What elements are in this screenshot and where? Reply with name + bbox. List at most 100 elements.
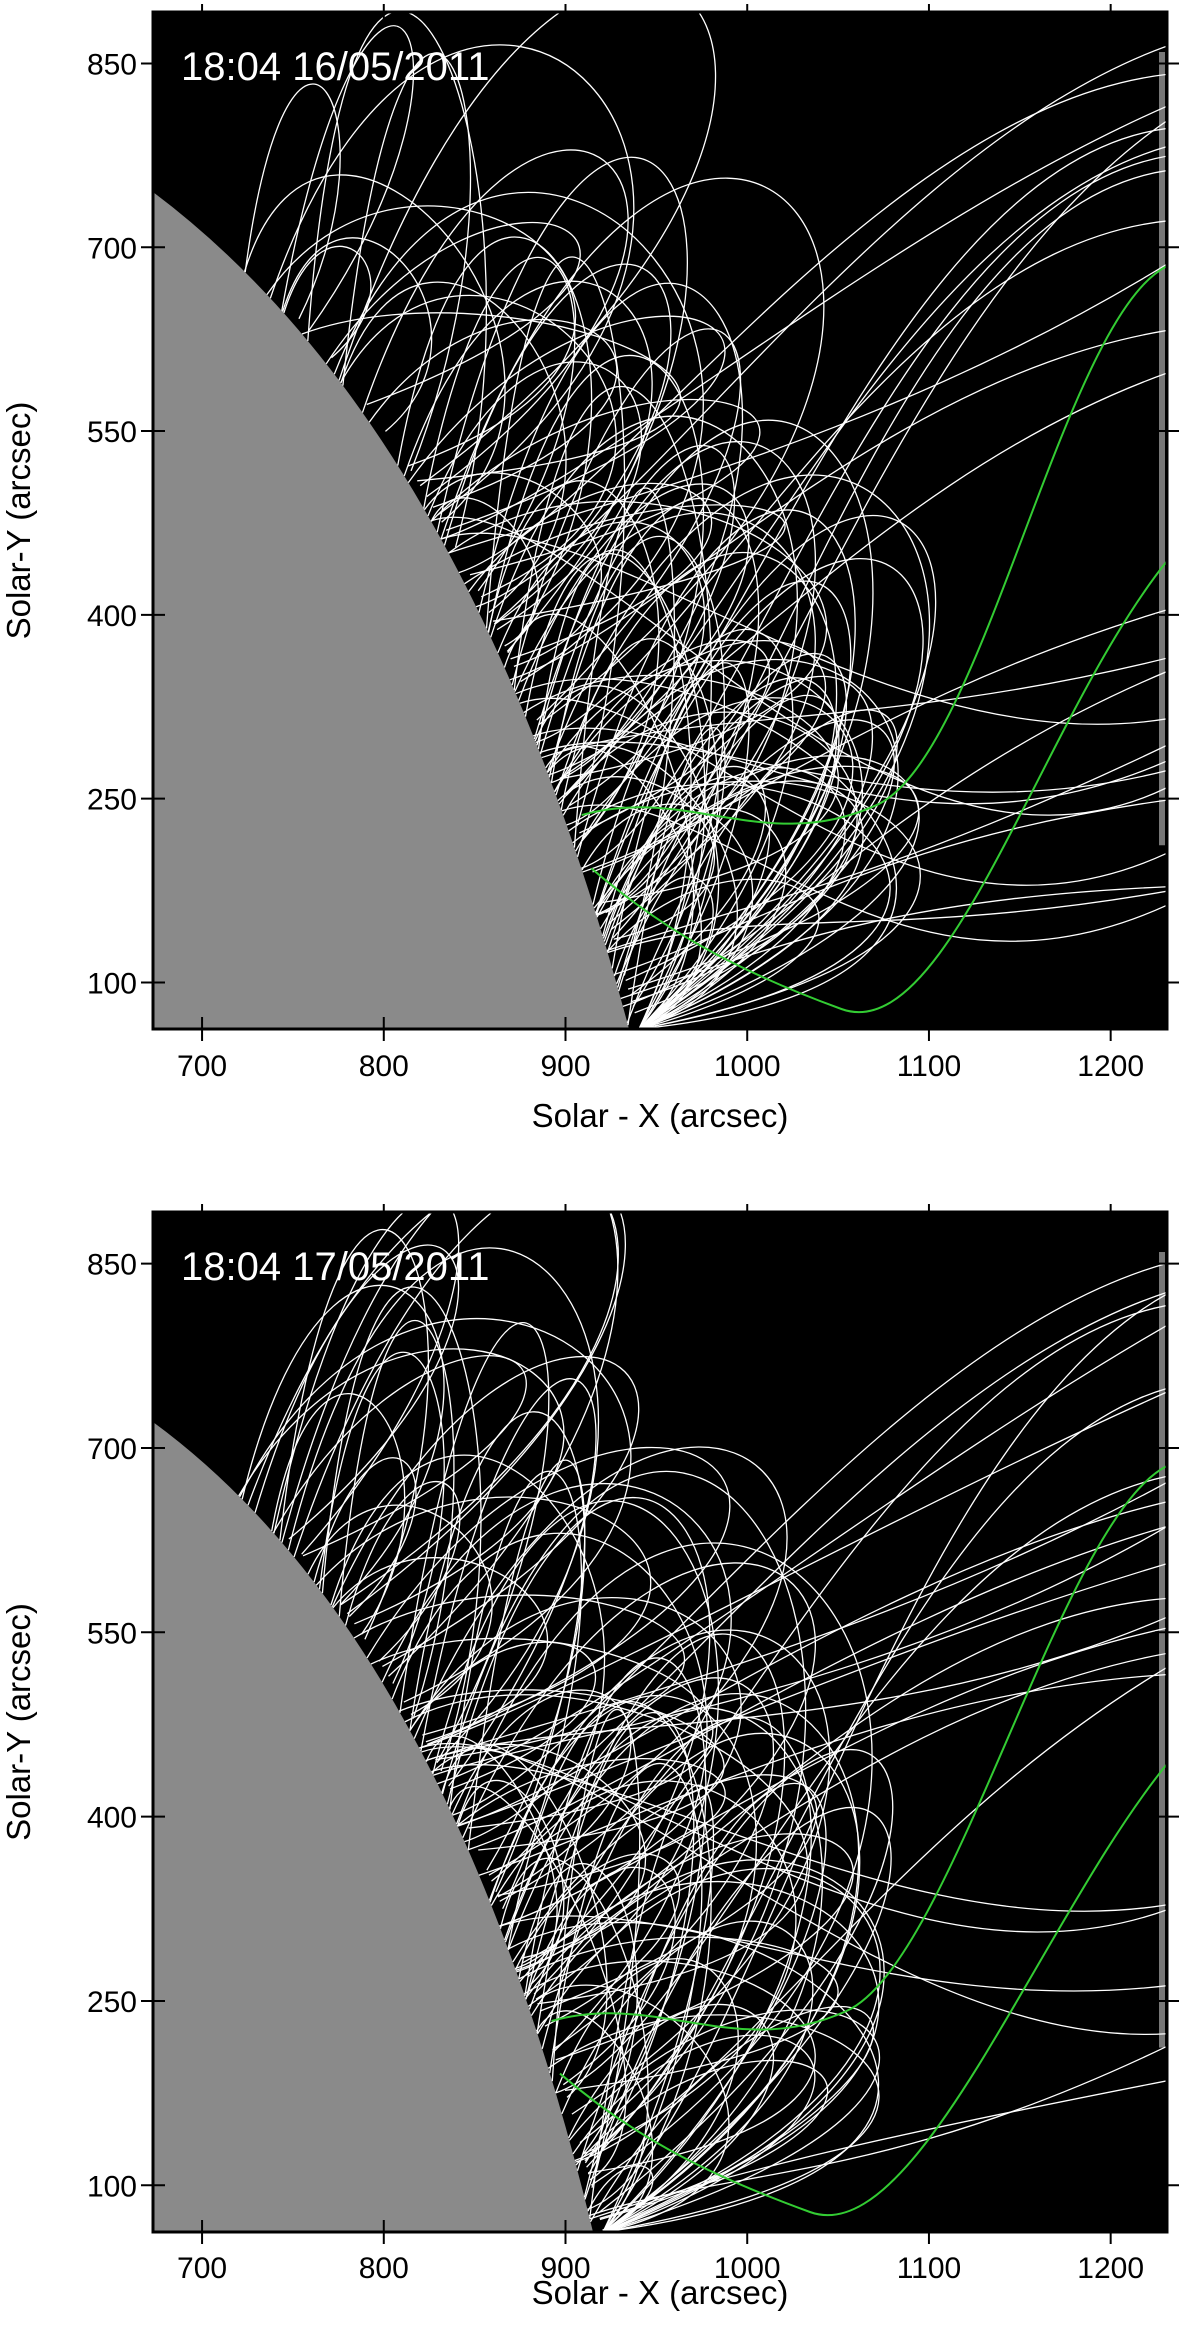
field-line [238, 1348, 565, 1625]
field-line [604, 675, 874, 1029]
field-line [558, 711, 858, 1003]
field-line [340, 294, 617, 598]
field-line [409, 1641, 596, 1790]
open-field-line [425, 1616, 1167, 1762]
field-line [413, 1446, 788, 1876]
y-tick-label: 100 [87, 967, 137, 1000]
open-field-line [457, 1501, 1167, 1827]
field-line [331, 1355, 640, 1667]
field-line [441, 1470, 807, 2162]
field-line [281, 25, 415, 331]
field-line [617, 653, 848, 1029]
field-line [353, 1594, 686, 1761]
field-line [254, 1244, 460, 1540]
x-tick-label: 1200 [1077, 1050, 1144, 1083]
open-field-line [539, 741, 1167, 793]
y-tick-label: 100 [87, 2170, 137, 2203]
field-line [243, 174, 506, 523]
y-tick-label: 250 [87, 1986, 137, 2019]
field-line [568, 783, 891, 1029]
field-line [451, 1689, 632, 1898]
x-tick-label: 800 [359, 1050, 409, 1083]
field-line [423, 256, 576, 592]
field-line [568, 2009, 881, 2232]
field-line [399, 1322, 550, 1764]
field-line [279, 1229, 430, 1640]
open-field-line [587, 1293, 1167, 2210]
field-line [293, 1212, 626, 1615]
x-tick-label: 700 [177, 1050, 227, 1083]
x-axis-label: Solar - X (arcsec) [532, 1097, 789, 1134]
field-line [550, 535, 725, 1008]
open-field-line [458, 73, 1167, 574]
x-tick-label: 800 [359, 2252, 409, 2285]
field-line [561, 1920, 814, 2232]
open-field-line [607, 890, 1167, 954]
x-tick-label: 700 [177, 2252, 227, 2285]
field-line [514, 512, 816, 914]
field-line [546, 474, 931, 1029]
field-line [361, 149, 629, 498]
x-tick-label: 1000 [714, 2252, 781, 2285]
field-line [584, 1806, 892, 2232]
open-field-line [509, 329, 1167, 681]
field-line [332, 1557, 549, 1743]
field-line [247, 1212, 619, 1606]
x-tick-label: 900 [540, 1050, 590, 1083]
y-tick-label: 250 [87, 784, 137, 817]
field-line [301, 312, 681, 482]
field-line [330, 1454, 606, 1882]
field-line [549, 1763, 703, 2232]
open-field-line [421, 1746, 1167, 1933]
field-line [325, 221, 581, 406]
open-field-line [581, 155, 1167, 869]
open-field-line [431, 1764, 1167, 1912]
open-field-line [467, 1525, 1167, 1851]
field-line [595, 755, 920, 1029]
field-line [507, 1921, 879, 2232]
field-line [381, 1483, 732, 1902]
field-line [592, 628, 794, 1029]
field-line [272, 1355, 527, 1557]
x-tick-label: 1100 [897, 2252, 962, 2285]
open-field-line [533, 727, 1167, 805]
open-field-line [419, 1742, 1167, 2035]
field-line [537, 549, 692, 1029]
open-field-line [620, 886, 1167, 1000]
field-line [536, 1868, 881, 2231]
x-tick-label: 1100 [897, 1050, 962, 1083]
open-field-line [555, 1475, 1167, 2094]
open-field-line [430, 516, 1167, 816]
open-field-line [548, 372, 1167, 776]
field-line [490, 415, 798, 931]
y-tick-label: 550 [87, 416, 137, 449]
field-line [446, 1497, 711, 1995]
field-line [547, 2014, 880, 2232]
field-line [283, 245, 372, 359]
open-field-line [575, 1666, 1167, 2163]
field-line [340, 281, 567, 613]
field-line [523, 1960, 816, 2174]
open-field-line [499, 1915, 1167, 1992]
field-line [554, 639, 770, 834]
green-field-line [551, 1465, 1167, 2031]
open-field-line [419, 1391, 1167, 1749]
field-line [338, 12, 717, 487]
field-line [420, 1378, 597, 1787]
frame [151, 10, 1169, 1031]
field-line [573, 487, 676, 976]
field-line [527, 1984, 730, 2232]
field-line [464, 504, 786, 622]
x-tick-label: 1200 [1077, 2252, 1144, 2285]
field-line [366, 1446, 731, 1745]
open-field-line [566, 128, 1167, 826]
open-field-line [588, 2045, 1167, 2217]
field-line [456, 1758, 726, 1897]
field-line [507, 1693, 860, 2232]
field-line [627, 727, 726, 1029]
field-line [423, 472, 603, 667]
y-axis-label: Solar-Y (arcsec) [0, 402, 37, 640]
field-line [525, 1833, 854, 2061]
open-field-line [574, 1388, 1167, 2162]
open-field-line [515, 1652, 1167, 1972]
